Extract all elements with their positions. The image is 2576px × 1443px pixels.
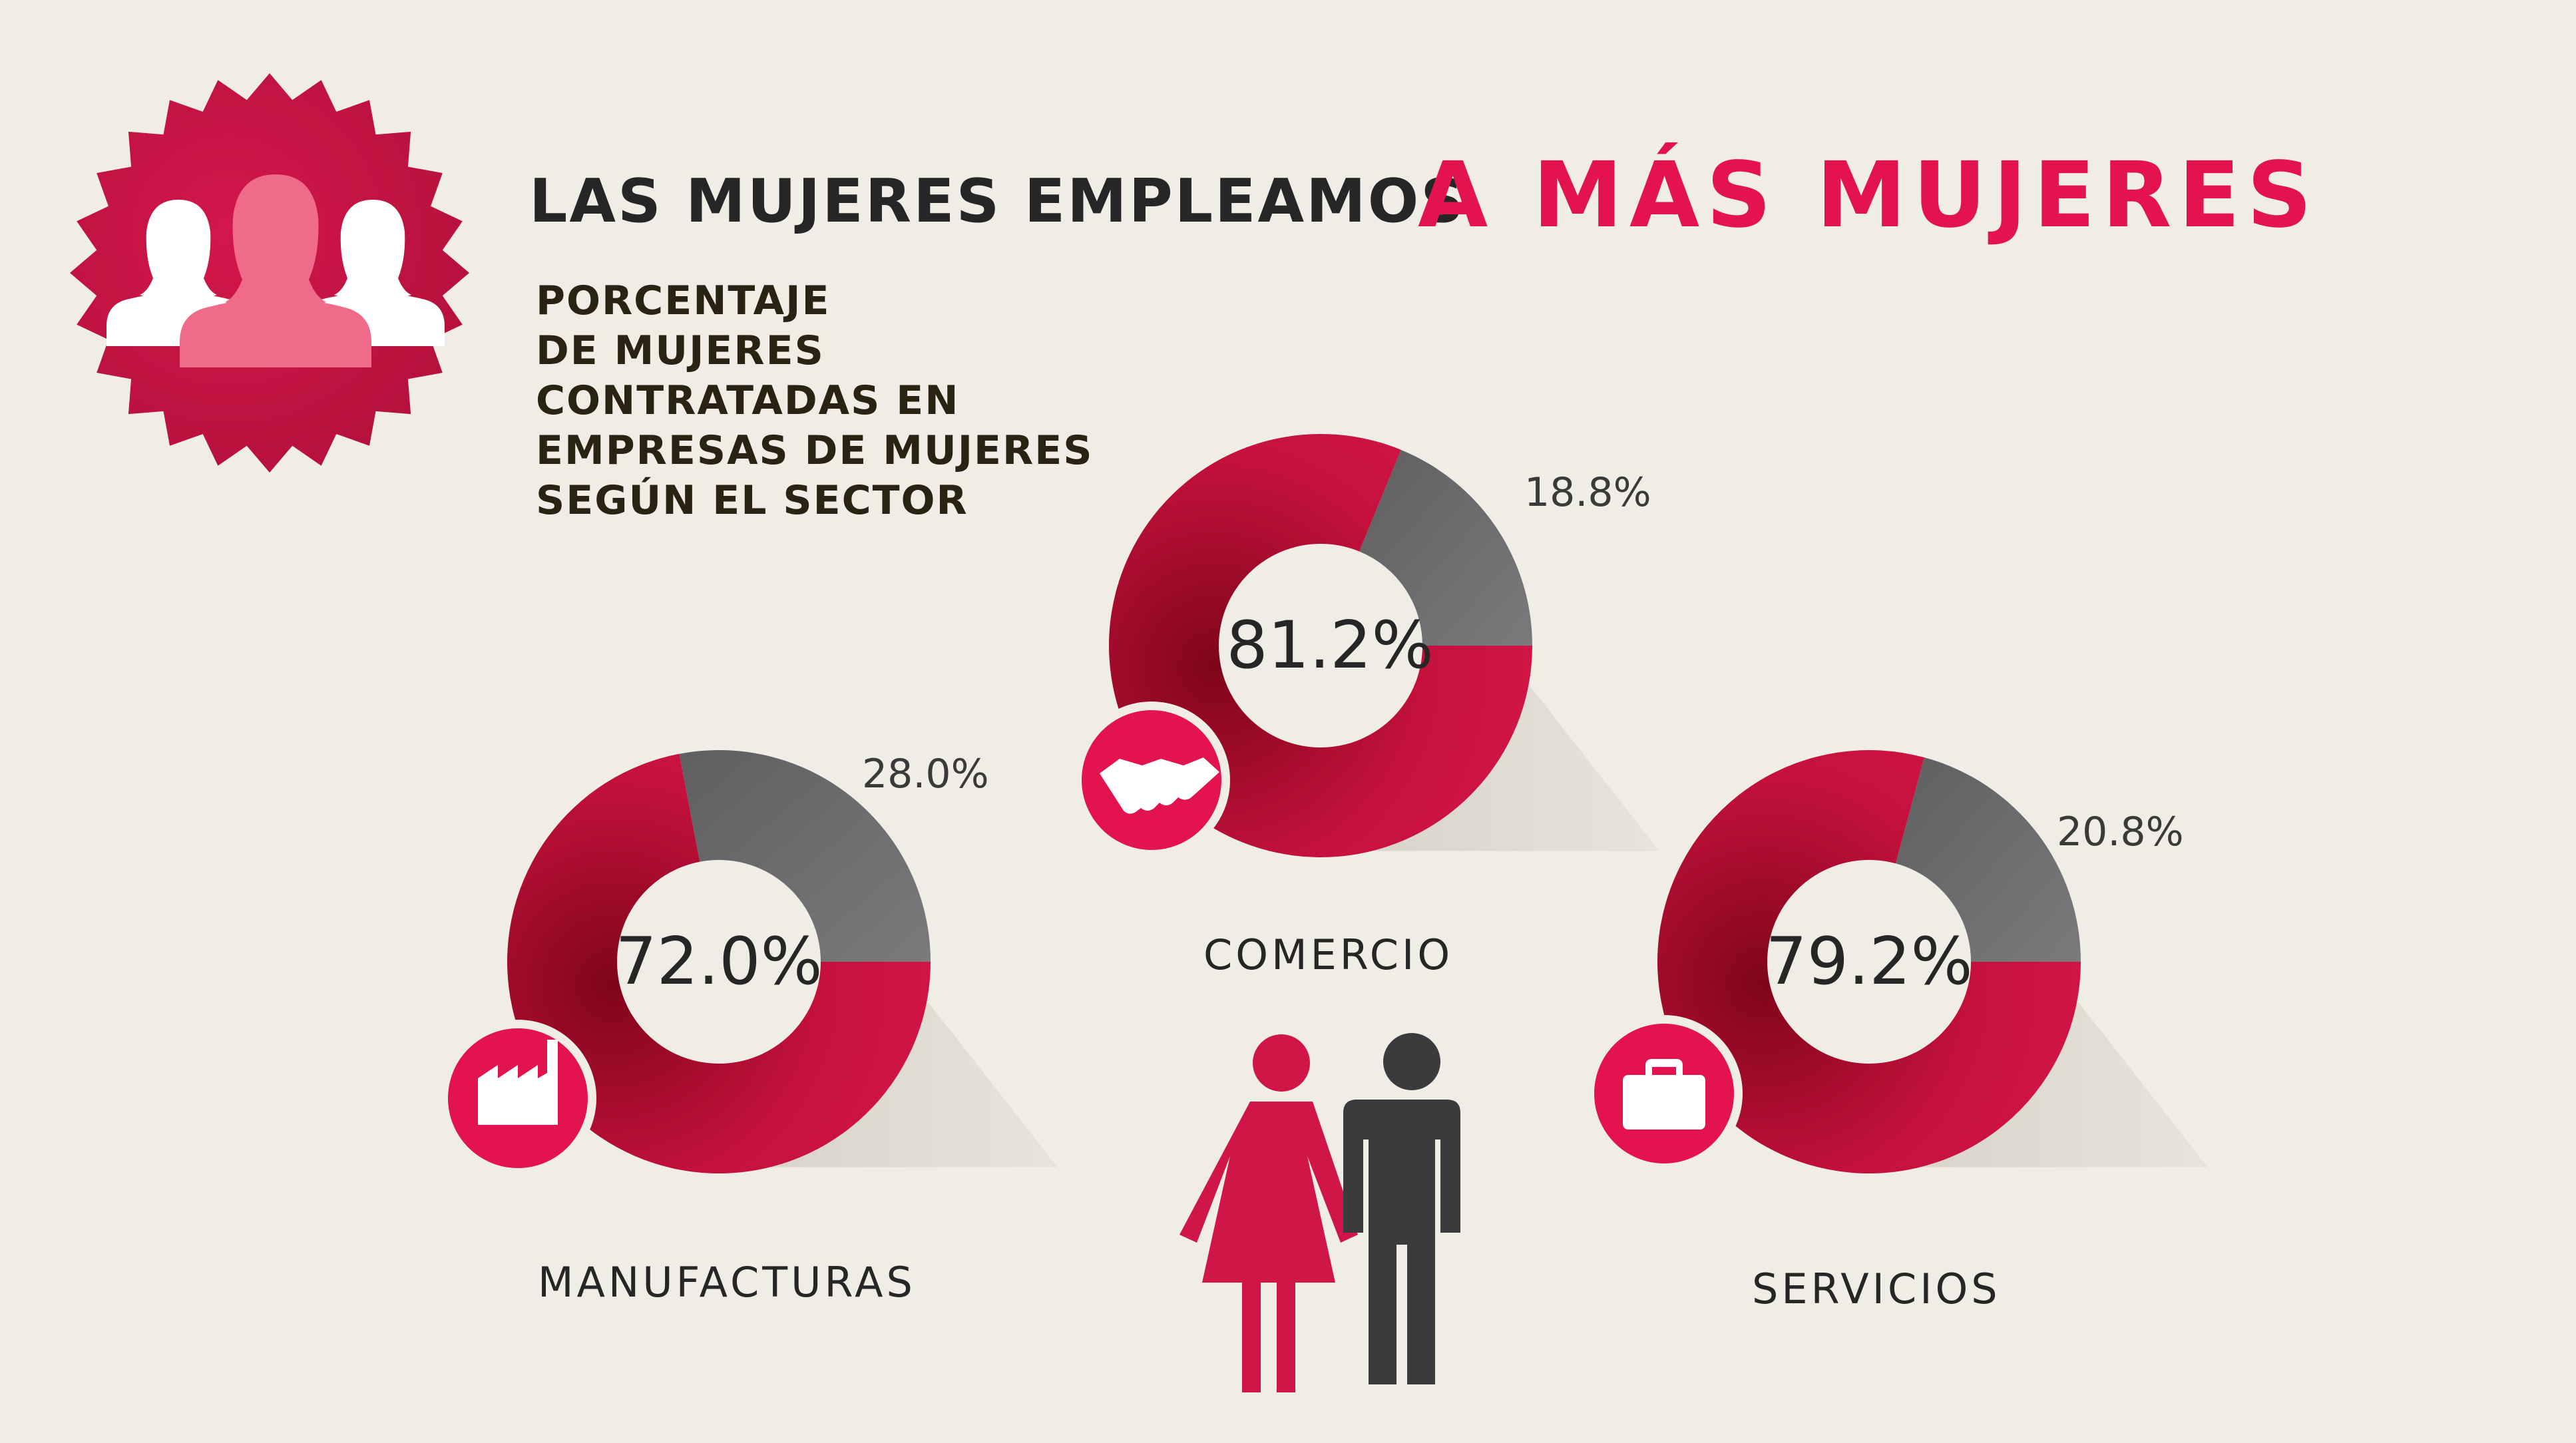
manufacturas-label: MANUFACTURAS	[538, 1258, 916, 1307]
donut-chart-comercio	[1073, 434, 1659, 859]
factory-icon	[439, 1020, 596, 1177]
woman-man-icon	[1180, 1033, 1460, 1392]
comercio-other-pct: 18.8%	[1524, 469, 1651, 516]
title-primary: LAS MUJERES EMPLEAMOS	[529, 166, 1466, 236]
servicios-label: SERVICIOS	[1752, 1265, 2001, 1313]
factory-icon-shape	[478, 1040, 558, 1125]
manufacturas-other-pct: 28.0%	[862, 751, 989, 797]
three-women-icon	[107, 174, 445, 367]
subtitle-line: CONTRATADAS EN	[536, 377, 960, 424]
comercio-label: COMERCIO	[1203, 930, 1454, 979]
donut-chart-servicios	[1586, 750, 2208, 1174]
servicios-other-pct: 20.8%	[2057, 809, 2184, 855]
servicios-women-pct: 79.2%	[1765, 924, 1973, 1000]
subtitle: PORCENTAJE DE MUJERES CONTRATADAS EN EMP…	[536, 276, 1135, 526]
subtitle-line: PORCENTAJE	[536, 278, 831, 324]
handshake-icon-shape	[1100, 757, 1219, 814]
briefcase-handle	[1645, 1059, 1683, 1075]
slice-other	[1359, 449, 1532, 646]
subtitle-line: SEGÚN EL SECTOR	[536, 477, 968, 524]
sector-charts	[439, 434, 2208, 1177]
slice-women	[507, 753, 931, 1173]
donut-chart-manufacturas	[439, 750, 1058, 1177]
slice-women	[1657, 750, 2081, 1174]
comercio-women-pct: 81.2%	[1226, 608, 1434, 684]
title-highlight: A MÁS MUJERES	[1418, 143, 2319, 248]
briefcase-icon	[1586, 1015, 1743, 1172]
slice-other	[1895, 757, 2081, 962]
slice-other	[679, 750, 931, 962]
man-figure	[1343, 1033, 1460, 1384]
woman-figure	[1180, 1034, 1358, 1392]
handshake-icon	[1073, 702, 1230, 859]
header-badge	[70, 73, 469, 473]
manufacturas-women-pct: 72.0%	[615, 924, 823, 1000]
subtitle-line: DE MUJERES	[536, 327, 825, 374]
briefcase-body	[1623, 1075, 1705, 1130]
subtitle-line: EMPRESAS DE MUJERES	[536, 427, 1094, 474]
